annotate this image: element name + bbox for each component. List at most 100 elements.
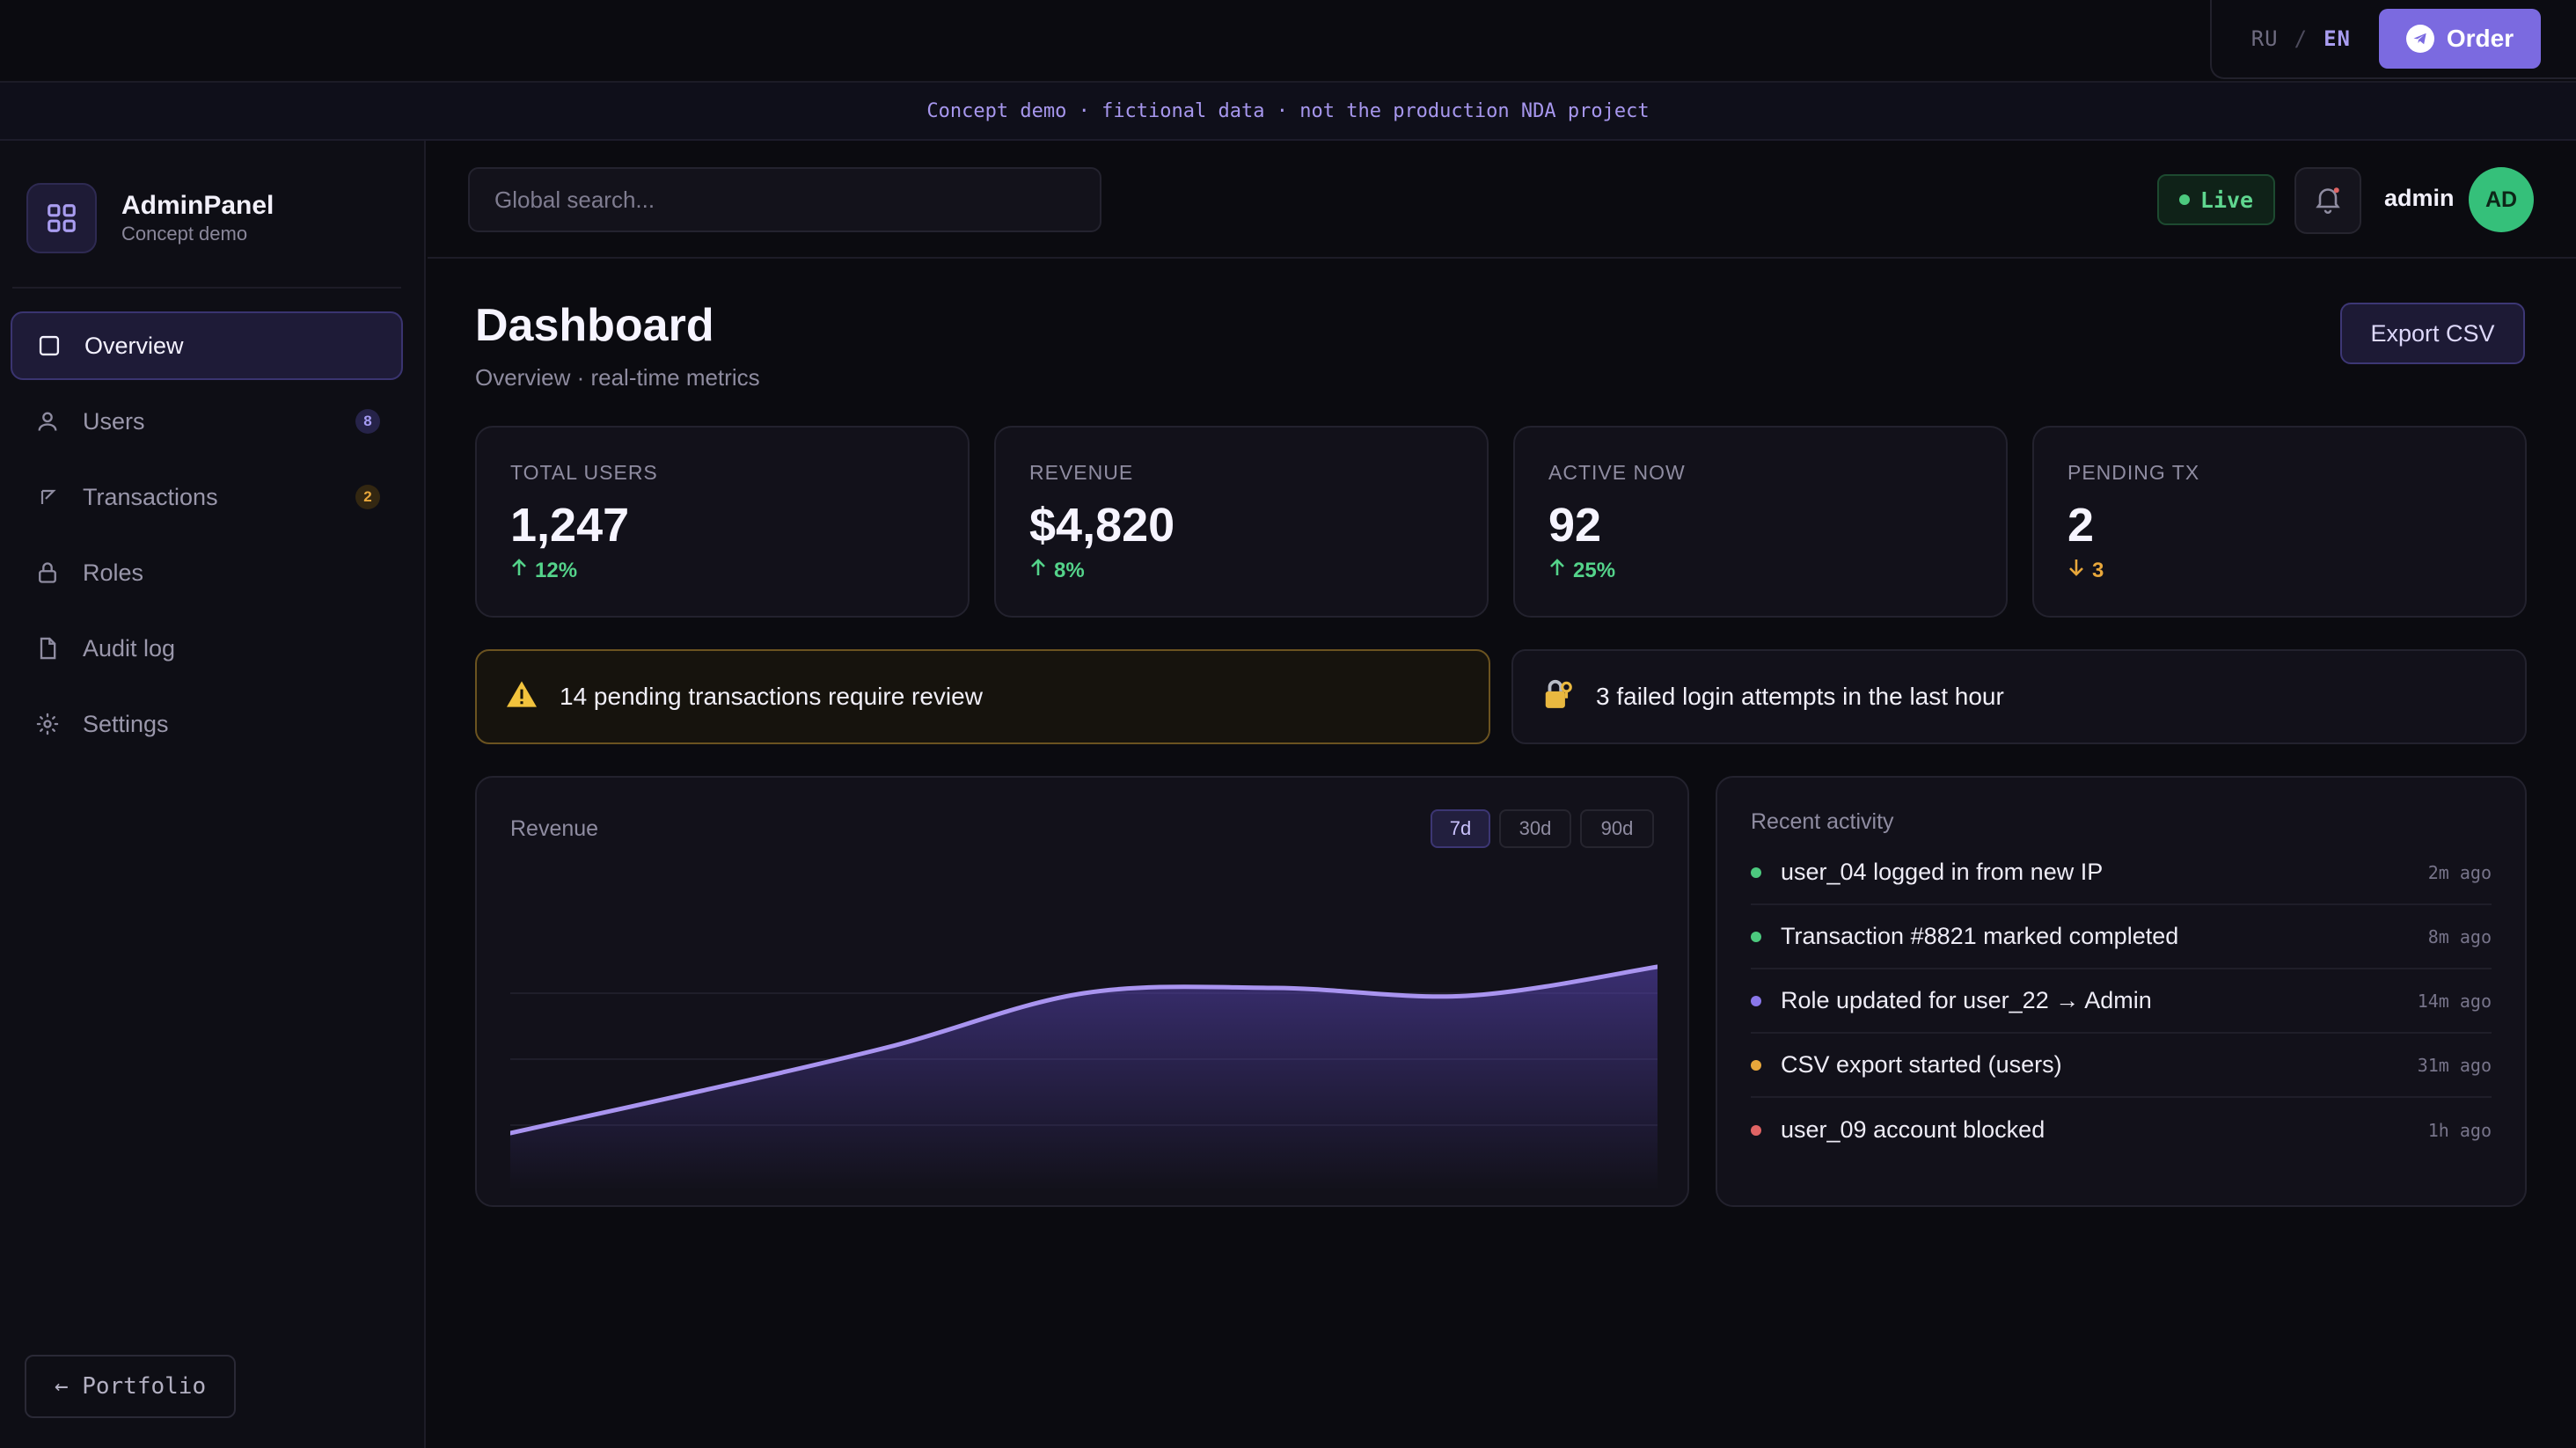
status-dot — [1751, 931, 1761, 942]
live-badge: Live — [2157, 174, 2275, 225]
lock-icon — [33, 559, 62, 587]
revenue-line — [510, 964, 1658, 1136]
list-item[interactable]: user_04 logged in from new IP 2m ago — [1751, 841, 2492, 905]
stat-value: 1,247 — [510, 499, 630, 552]
square-icon — [35, 332, 63, 360]
sidebar-item-roles[interactable]: Roles — [11, 538, 403, 607]
alert-text: 3 failed login attempts in the last hour — [1596, 683, 2004, 710]
language-switcher: RU / EN — [2251, 26, 2351, 51]
range-90d-button[interactable]: 90d — [1580, 809, 1654, 848]
sidebar-item-transactions[interactable]: Transactions 2 — [11, 463, 403, 531]
stat-delta-value: 3 — [2092, 558, 2104, 582]
sidebar-item-label: Audit log — [83, 634, 176, 662]
range-7d-button[interactable]: 7d — [1431, 809, 1490, 848]
lang-separator: / — [2294, 26, 2309, 51]
range-selector: 7d 30d 90d — [1431, 809, 1654, 848]
user-icon — [33, 407, 62, 435]
brand-title: AdminPanel — [121, 191, 274, 220]
sidebar-item-overview[interactable]: Overview — [11, 311, 403, 380]
activity-time: 1h ago — [2427, 1119, 2492, 1141]
activity-text: Transaction #8821 marked completed — [1781, 923, 2179, 949]
activity-text: user_04 logged in from new IP — [1781, 859, 2104, 885]
list-item[interactable]: Transaction #8821 marked completed 8m ag… — [1751, 905, 2492, 969]
activity-time: 8m ago — [2427, 925, 2492, 947]
header: Global search... Live admin AD — [428, 141, 2576, 259]
list-item[interactable]: user_09 account blocked 1h ago — [1751, 1098, 2492, 1162]
warning-icon — [505, 679, 538, 715]
arrow-down-icon — [2067, 558, 2085, 583]
send-icon — [33, 483, 62, 511]
alert-text: 14 pending transactions require review — [560, 683, 983, 710]
sidebar-item-audit-log[interactable]: Audit log — [11, 614, 403, 683]
stat-card-pending-tx: PENDING TX 2 3 — [2032, 426, 2527, 618]
notifications-button[interactable] — [2294, 167, 2361, 234]
status-dot — [1751, 1059, 1761, 1071]
brand[interactable]: AdminPanel Concept demo — [26, 183, 274, 253]
arrow-up-icon — [1548, 558, 1566, 583]
stat-label: ACTIVE NOW — [1548, 461, 1686, 484]
sidebar-item-label: Roles — [83, 559, 144, 586]
stat-delta-value: 25% — [1573, 558, 1616, 582]
stat-card-active-now: ACTIVE NOW 92 25% — [1513, 426, 2008, 618]
lang-ru[interactable]: RU — [2250, 26, 2279, 51]
count-badge: 2 — [355, 485, 380, 509]
stat-delta: 8% — [1029, 558, 1085, 583]
stat-label: REVENUE — [1029, 461, 1134, 484]
stat-delta: 12% — [510, 558, 577, 583]
count-badge: 8 — [355, 409, 380, 434]
sidebar-item-label: Users — [83, 407, 145, 435]
grid-icon — [26, 183, 97, 253]
arrow-up-icon — [1029, 558, 1047, 583]
stat-value: 2 — [2067, 499, 2095, 552]
activity-title: Recent activity — [1751, 809, 1894, 834]
stat-value: 92 — [1548, 499, 1602, 552]
activity-time: 2m ago — [2427, 861, 2492, 883]
chart-title: Revenue — [510, 816, 599, 841]
live-label: Live — [2199, 186, 2254, 213]
sidebar-item-label: Transactions — [83, 483, 218, 510]
lang-en[interactable]: EN — [2324, 26, 2351, 51]
list-item[interactable]: CSV export started (users) 31m ago — [1751, 1034, 2492, 1098]
activity-list: user_04 logged in from new IP 2m ago Tra… — [1751, 841, 2492, 1162]
document-icon — [33, 634, 62, 662]
gear-icon — [33, 710, 62, 738]
portfolio-link[interactable]: ← Portfolio — [25, 1355, 236, 1418]
stat-card-revenue: REVENUE $4,820 8% — [994, 426, 1489, 618]
status-dot — [1751, 1124, 1761, 1136]
activity-text: CSV export started (users) — [1781, 1051, 2062, 1078]
range-30d-button[interactable]: 30d — [1499, 809, 1571, 848]
search-input[interactable]: Global search... — [468, 167, 1101, 232]
pending-transactions-alert[interactable]: 14 pending transactions require review — [475, 649, 1490, 744]
stat-label: PENDING TX — [2067, 461, 2200, 484]
order-label: Order — [2446, 25, 2514, 52]
top-bar: RU / EN Order — [0, 0, 2576, 83]
stat-delta-value: 12% — [535, 558, 578, 582]
stat-value: $4,820 — [1029, 499, 1175, 552]
lock-key-icon — [1541, 677, 1575, 717]
stat-label: TOTAL USERS — [510, 461, 658, 484]
order-button[interactable]: Order — [2379, 9, 2541, 69]
stat-delta: 25% — [1548, 558, 1615, 583]
activity-text: user_09 account blocked — [1781, 1116, 2045, 1143]
activity-text: Role updated for user_22 → Admin — [1781, 987, 2152, 1013]
status-dot — [1751, 867, 1761, 878]
sidebar-nav: Overview Users 8 Transactions 2 Roles — [11, 311, 403, 765]
divider — [12, 287, 401, 289]
revenue-chart-card: Revenue 7d 30d 90d — [475, 776, 1689, 1207]
sidebar-item-label: Settings — [83, 710, 169, 737]
live-dot-icon — [2178, 194, 2190, 205]
sidebar-item-users[interactable]: Users 8 — [11, 387, 403, 456]
arrow-up-icon — [510, 558, 528, 583]
bell-icon — [2312, 183, 2344, 219]
failed-logins-alert[interactable]: 3 failed login attempts in the last hour — [1511, 649, 2527, 744]
export-csv-button[interactable]: Export CSV — [2340, 303, 2525, 364]
user-name[interactable]: admin — [2384, 185, 2455, 211]
avatar[interactable]: AD — [2469, 167, 2534, 232]
demo-notice: Concept demo · fictional data · not the … — [0, 83, 2576, 141]
list-item[interactable]: Role updated for user_22 → Admin 14m ago — [1751, 969, 2492, 1034]
sidebar-item-label: Overview — [84, 332, 184, 359]
page-title: Dashboard — [475, 300, 714, 351]
top-actions: RU / EN Order — [2210, 0, 2576, 79]
sidebar-item-settings[interactable]: Settings — [11, 690, 403, 758]
revenue-area — [510, 967, 1658, 1191]
